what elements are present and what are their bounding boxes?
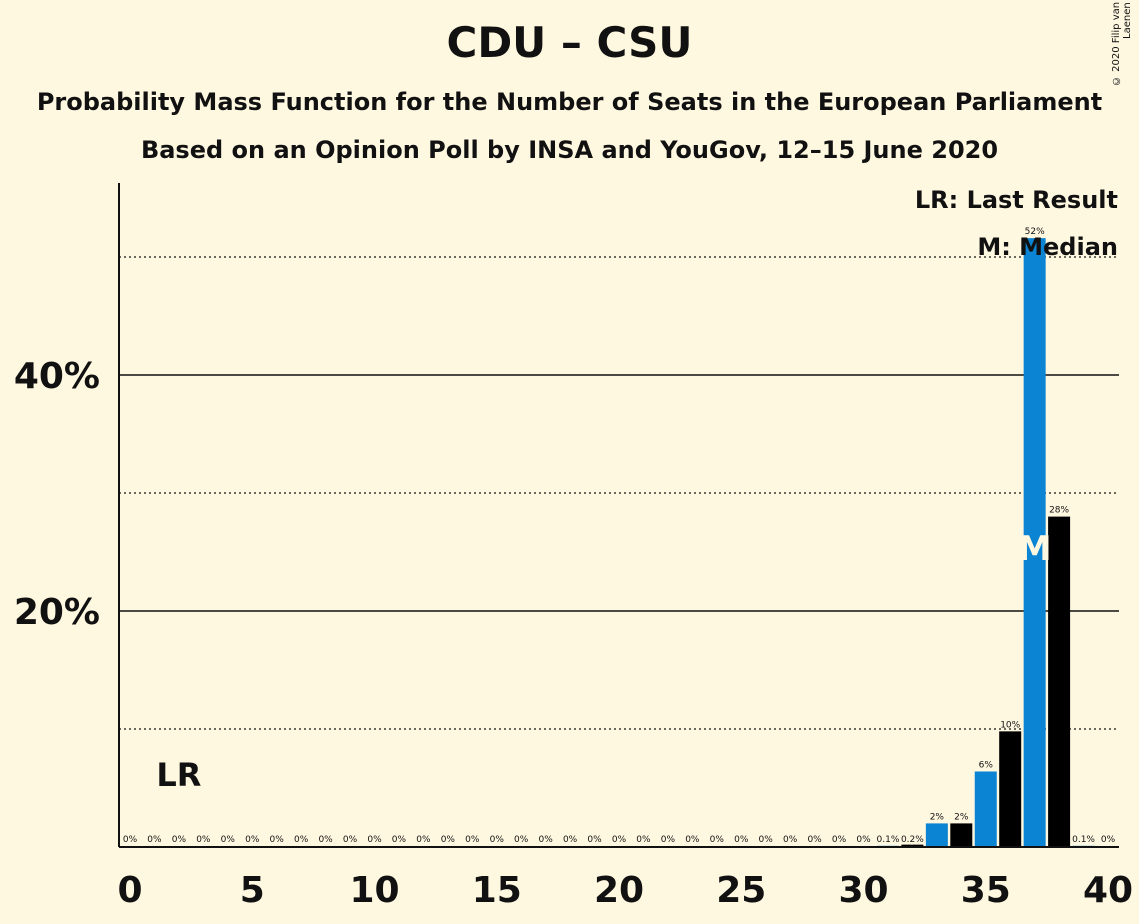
chart-subtitle-poll: Based on an Opinion Poll by INSA and You… (140, 136, 999, 164)
bar-value-label: 0% (807, 835, 822, 845)
last-result-marker: LR (156, 756, 201, 794)
chart-title: CDU – CSU (446, 18, 693, 67)
bar-value-label: 0% (294, 835, 309, 845)
bar-value-label: 52% (1025, 227, 1045, 237)
bar-value-label: 0% (759, 835, 774, 845)
bar-value-label: 0% (587, 835, 602, 845)
bar-value-label: 0.1% (1072, 835, 1095, 845)
chart-subtitle: Probability Mass Function for the Number… (36, 88, 1103, 116)
bar-value-label: 0% (636, 835, 651, 845)
y-tick-label: 40% (14, 356, 100, 397)
bar-value-label: 2% (930, 812, 945, 822)
bar-value-label: 28% (1049, 506, 1069, 516)
bar (950, 823, 973, 847)
bar-value-label: 0% (661, 835, 676, 845)
legend-median: M: Median (977, 233, 1118, 261)
bar-value-label: 0% (856, 835, 871, 845)
x-tick-label: 35 (961, 870, 1011, 911)
bar-value-label: 0% (172, 835, 187, 845)
bar-value-label: 0% (392, 835, 407, 845)
bar-value-label: 0.2% (901, 835, 924, 845)
bar-value-label: 0% (490, 835, 505, 845)
bar-value-label: 0% (514, 835, 529, 845)
bar-value-label: 0% (367, 835, 382, 845)
bar (999, 731, 1022, 847)
bar-value-label: 0% (441, 835, 456, 845)
bar-value-label: 0.1% (877, 835, 900, 845)
bar-value-label: 0% (343, 835, 358, 845)
bar-value-label: 0% (245, 835, 260, 845)
bar-value-label: 0% (783, 835, 798, 845)
bar-value-label: 0% (318, 835, 333, 845)
bar (1048, 516, 1071, 847)
bar-value-label: 0% (832, 835, 847, 845)
bar-value-label: 6% (979, 760, 994, 770)
bar-value-label: 0% (196, 835, 211, 845)
bar (1023, 238, 1046, 847)
bar-value-label: 0% (685, 835, 700, 845)
x-tick-label: 15 (472, 870, 522, 911)
bar-value-label: 0% (416, 835, 431, 845)
x-tick-label: 30 (838, 870, 888, 911)
bar (974, 771, 997, 847)
y-tick-label: 20% (14, 592, 100, 633)
bar-value-label: 10% (1000, 720, 1020, 730)
bar-value-label: 0% (1101, 835, 1116, 845)
x-tick-label: 20 (594, 870, 644, 911)
x-tick-label: 40 (1083, 870, 1133, 911)
x-tick-label: 0 (117, 870, 142, 911)
bar-value-label: 0% (465, 835, 480, 845)
bar-value-label: 0% (612, 835, 627, 845)
x-tick-label: 25 (716, 870, 766, 911)
bar (925, 823, 948, 847)
bar-value-label: 0% (710, 835, 725, 845)
bar-value-label: 0% (221, 835, 236, 845)
bar-value-label: 0% (147, 835, 162, 845)
bar-value-label: 0% (563, 835, 578, 845)
bar-value-label: 0% (123, 835, 138, 845)
bar-value-label: 2% (954, 812, 969, 822)
legend-last-result: LR: Last Result (914, 186, 1118, 214)
x-tick-label: 5 (240, 870, 265, 911)
bar-value-label: 0% (539, 835, 554, 845)
bar-value-label: 0% (270, 835, 285, 845)
median-marker: M (1018, 529, 1052, 569)
x-tick-label: 10 (349, 870, 399, 911)
bar (901, 844, 924, 847)
bar-value-label: 0% (734, 835, 749, 845)
